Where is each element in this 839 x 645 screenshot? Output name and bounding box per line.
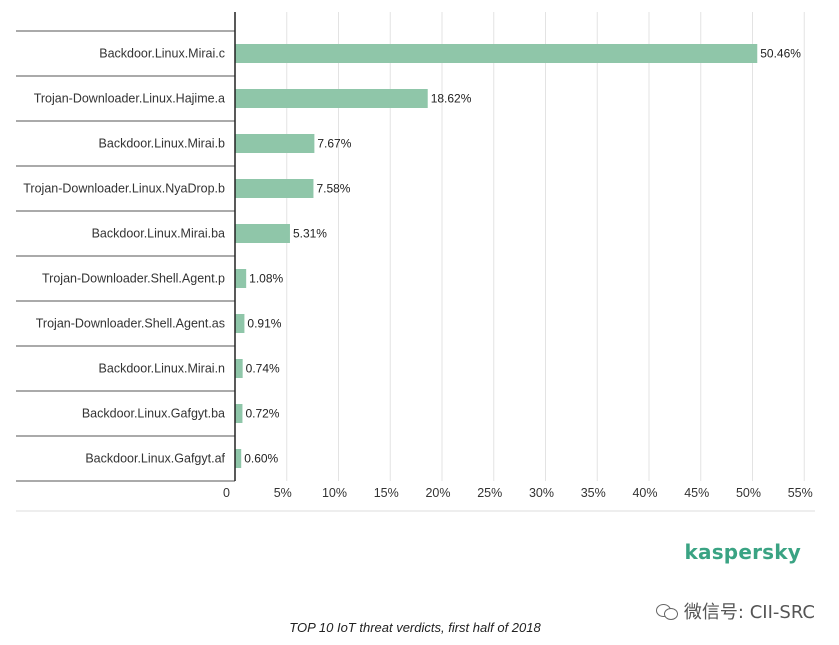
value-label: 18.62% xyxy=(431,92,472,106)
kaspersky-logo: kaspersky xyxy=(684,540,801,564)
x-tick-label: 50% xyxy=(736,486,761,500)
category-label: Backdoor.Linux.Mirai.ba xyxy=(92,227,225,241)
x-tick-label: 20% xyxy=(425,486,450,500)
x-tick-label: 15% xyxy=(374,486,399,500)
category-label: Backdoor.Linux.Mirai.b xyxy=(99,137,226,151)
bar xyxy=(235,44,758,63)
x-tick-label: 5% xyxy=(274,486,292,500)
category-label: Trojan-Downloader.Linux.Hajime.a xyxy=(34,92,225,106)
category-label: Backdoor.Linux.Gafgyt.af xyxy=(85,452,225,466)
category-label: Trojan-Downloader.Shell.Agent.p xyxy=(42,272,225,286)
value-label: 7.67% xyxy=(317,137,351,151)
bar xyxy=(235,449,242,468)
bar xyxy=(235,314,245,333)
x-tick-label: 10% xyxy=(322,486,347,500)
bar xyxy=(235,134,315,153)
value-label: 0.74% xyxy=(246,362,280,376)
value-label: 0.60% xyxy=(244,452,278,466)
x-tick-label: 55% xyxy=(788,486,813,500)
x-tick-label: 40% xyxy=(632,486,657,500)
value-label: 7.58% xyxy=(316,182,350,196)
wechat-watermark: 微信号: CII-SRC xyxy=(655,598,815,624)
value-label: 50.46% xyxy=(760,47,801,61)
category-label: Trojan-Downloader.Linux.NyaDrop.b xyxy=(23,182,225,196)
bar xyxy=(235,179,314,198)
value-label: 5.31% xyxy=(293,227,327,241)
category-label: Backdoor.Linux.Mirai.n xyxy=(99,362,226,376)
bar xyxy=(235,89,428,108)
x-tick-label: 30% xyxy=(529,486,554,500)
category-label: Trojan-Downloader.Shell.Agent.as xyxy=(36,317,225,331)
bar xyxy=(235,359,243,378)
chart-caption: TOP 10 IoT threat verdicts, first half o… xyxy=(289,620,541,635)
bar xyxy=(235,224,290,243)
value-label: 1.08% xyxy=(249,272,283,286)
wechat-icon xyxy=(655,602,678,620)
x-tick-label: 25% xyxy=(477,486,502,500)
value-label: 0.72% xyxy=(245,407,279,421)
x-tick-label: 45% xyxy=(684,486,709,500)
category-label: Backdoor.Linux.Gafgyt.ba xyxy=(82,407,225,421)
bar xyxy=(235,404,243,423)
bar xyxy=(235,269,247,288)
x-tick-label: 0 xyxy=(223,486,230,500)
category-label: Backdoor.Linux.Mirai.c xyxy=(99,47,225,61)
x-tick-label: 35% xyxy=(581,486,606,500)
value-label: 0.91% xyxy=(247,317,281,331)
watermark-text: 微信号: CII-SRC xyxy=(683,602,815,623)
